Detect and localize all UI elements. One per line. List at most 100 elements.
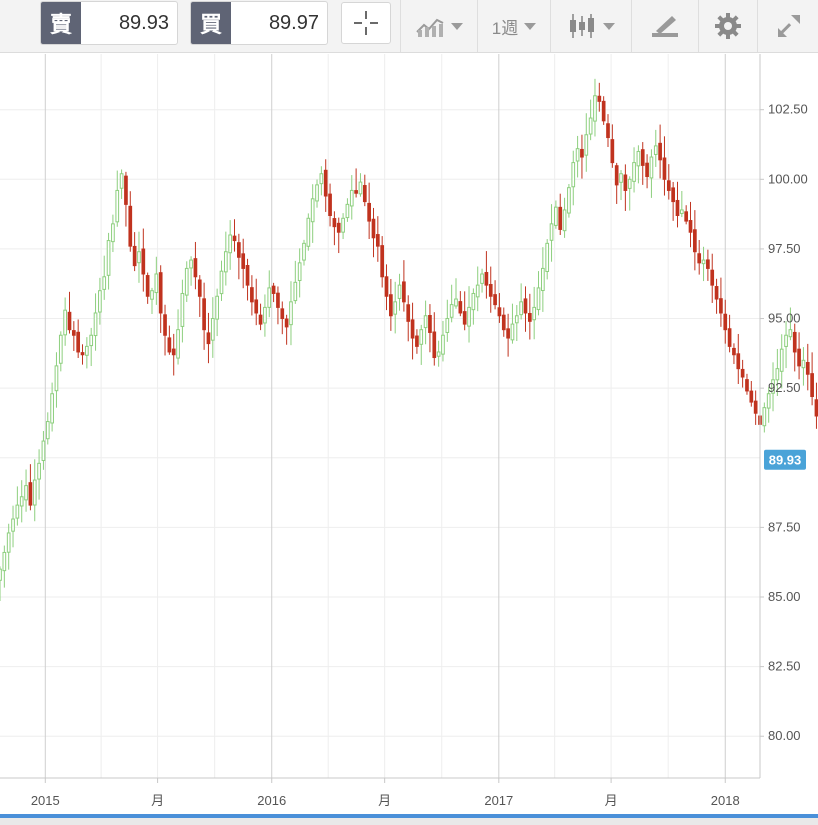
candle: [423, 300, 428, 345]
candle: [558, 193, 563, 235]
candle: [384, 264, 389, 311]
candle-body-up: [289, 301, 293, 326]
candle-body-up: [397, 284, 402, 299]
candle-body-up: [176, 329, 180, 359]
sell-price-box[interactable]: 賣 89.93: [40, 1, 178, 45]
candle: [228, 220, 233, 270]
current-price-label: 89.93: [769, 453, 802, 468]
candle: [554, 200, 558, 229]
candle-body-down: [145, 275, 150, 297]
candle-body-up: [267, 287, 272, 308]
candle: [193, 241, 198, 290]
candle-body-down: [141, 248, 146, 275]
candle-body-up: [771, 379, 775, 394]
candle: [63, 297, 67, 346]
crosshair-button[interactable]: [341, 2, 391, 44]
candle-body-up: [480, 273, 484, 284]
candle: [706, 249, 710, 281]
candle: [115, 170, 120, 227]
candle: [98, 277, 102, 325]
candle-body-down: [710, 269, 715, 286]
candle: [580, 134, 584, 179]
candle-body-up: [545, 242, 550, 273]
candle-body-up: [45, 421, 50, 440]
drawing-tools-button[interactable]: [631, 0, 698, 52]
candle: [562, 197, 567, 238]
candle: [89, 327, 94, 367]
candle: [389, 278, 393, 331]
candle: [263, 294, 267, 337]
candle-body-up: [588, 117, 593, 135]
candle: [584, 113, 589, 172]
candle: [137, 231, 141, 283]
candle-body-up: [554, 206, 558, 226]
candle: [32, 459, 37, 522]
candle-body-down: [124, 175, 128, 205]
candle-body-up: [779, 348, 784, 372]
candle-body-up: [137, 251, 141, 264]
candle: [428, 304, 432, 353]
timeframe-label: 1週: [491, 18, 519, 38]
candle-body-up: [549, 223, 554, 241]
candle: [367, 182, 371, 240]
candle-body-up: [106, 240, 111, 276]
candle-body-down: [688, 220, 693, 233]
candle: [449, 284, 454, 323]
candle-body-down: [745, 379, 749, 392]
y-tick-label: 92.50: [768, 380, 801, 395]
candle: [688, 201, 693, 248]
candle-body-down: [740, 368, 745, 378]
candle-body-down: [671, 187, 675, 203]
candle: [614, 162, 619, 204]
candle: [202, 282, 206, 350]
candle: [310, 184, 315, 243]
footer-scroll-bar[interactable]: [0, 814, 818, 818]
candle: [462, 291, 467, 331]
candle-body-down: [488, 284, 493, 297]
candle: [11, 505, 15, 548]
candle-body-down: [284, 318, 289, 328]
candle: [619, 170, 623, 201]
candle-body-down: [171, 348, 176, 356]
footer-strip: [0, 818, 818, 825]
buy-price-box[interactable]: 買 89.97: [190, 1, 328, 45]
candle-body-down: [580, 148, 584, 158]
y-axis: 80.00 82.50 85.00 87.50 92.50 95.00 97.50 100.0…: [760, 102, 808, 743]
settings-button[interactable]: [698, 0, 757, 52]
candle-body-up: [32, 479, 37, 506]
timeframe-dropdown[interactable]: 1週: [477, 0, 550, 52]
chart-type-dropdown[interactable]: [550, 0, 631, 52]
candle-body-down: [432, 331, 437, 359]
candle-body-down: [323, 169, 328, 197]
candle-body-up: [15, 504, 20, 519]
candle: [523, 286, 528, 332]
y-tick-label: 80.00: [768, 728, 801, 743]
candle: [28, 464, 33, 511]
candle: [567, 184, 571, 218]
compare-chart-button[interactable]: [400, 0, 477, 52]
candle: [436, 340, 441, 367]
candle: [189, 256, 193, 286]
fullscreen-button[interactable]: [757, 0, 818, 52]
candle-body-up: [11, 518, 15, 532]
candle: [684, 205, 689, 225]
candle: [653, 129, 658, 167]
candle: [727, 314, 732, 353]
candle: [6, 523, 11, 570]
candle: [141, 228, 146, 292]
candle-body-down: [237, 242, 241, 258]
candle-body-up: [115, 189, 120, 223]
candle: [766, 387, 771, 423]
candle: [276, 286, 280, 325]
candle-body-up: [24, 485, 28, 501]
candle-body-down: [254, 299, 259, 314]
candle-body-down: [805, 361, 810, 375]
candle: [493, 280, 497, 310]
candle: [280, 301, 285, 335]
candle: [219, 260, 224, 301]
candle-body-up: [2, 551, 7, 572]
candle-body-up: [449, 304, 454, 318]
candle: [119, 169, 124, 199]
candle: [771, 362, 775, 412]
